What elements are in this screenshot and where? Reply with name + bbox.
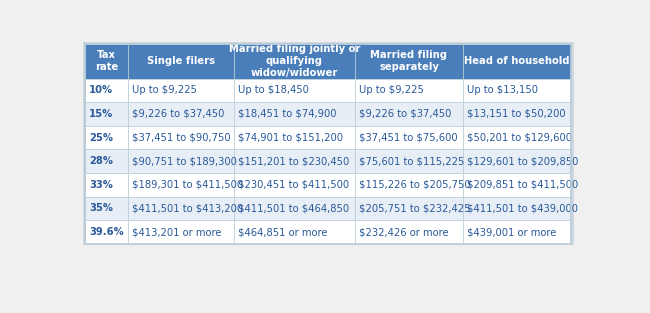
Text: 25%: 25% (89, 133, 113, 143)
Bar (355, 44, 463, 79)
Bar (234, 220, 355, 244)
Text: Up to $13,150: Up to $13,150 (467, 85, 538, 95)
Text: $411,501 to $464,850: $411,501 to $464,850 (238, 203, 349, 213)
Text: $411,501 to $413,200: $411,501 to $413,200 (132, 203, 243, 213)
Bar (234, 197, 355, 220)
Text: $411,501 to $439,000: $411,501 to $439,000 (467, 203, 578, 213)
Bar (128, 102, 234, 126)
Text: $37,451 to $75,600: $37,451 to $75,600 (359, 133, 458, 143)
Bar (85, 149, 128, 173)
Text: Married filing
separately: Married filing separately (370, 50, 447, 72)
Bar (234, 79, 355, 102)
Text: $129,601 to $209,850: $129,601 to $209,850 (467, 156, 578, 166)
Text: $151,201 to $230,450: $151,201 to $230,450 (238, 156, 349, 166)
Text: Head of household: Head of household (465, 56, 570, 66)
Text: 39.6%: 39.6% (89, 227, 124, 237)
Text: Married filing jointly or
qualifying
widow/widower: Married filing jointly or qualifying wid… (229, 44, 360, 78)
Text: $90,751 to $189,300: $90,751 to $189,300 (132, 156, 237, 166)
Bar (85, 197, 128, 220)
Bar (463, 44, 571, 79)
Bar (463, 102, 571, 126)
Text: $439,001 or more: $439,001 or more (467, 227, 556, 237)
Bar (234, 44, 355, 79)
Bar (463, 197, 571, 220)
Text: Up to $9,225: Up to $9,225 (359, 85, 424, 95)
Bar (234, 126, 355, 149)
Bar (463, 173, 571, 197)
Text: $75,601 to $115,225: $75,601 to $115,225 (359, 156, 464, 166)
Text: $9,226 to $37,450: $9,226 to $37,450 (132, 109, 224, 119)
Bar (355, 197, 463, 220)
Bar (128, 44, 234, 79)
Bar (85, 102, 128, 126)
Bar (355, 149, 463, 173)
Text: $232,426 or more: $232,426 or more (359, 227, 448, 237)
Bar (355, 102, 463, 126)
Text: $18,451 to $74,900: $18,451 to $74,900 (238, 109, 337, 119)
Bar (355, 79, 463, 102)
Text: Tax
rate: Tax rate (95, 50, 118, 72)
Bar (85, 44, 128, 79)
Bar (234, 149, 355, 173)
Text: $74,901 to $151,200: $74,901 to $151,200 (238, 133, 343, 143)
Bar (128, 126, 234, 149)
Bar (463, 149, 571, 173)
Bar (234, 102, 355, 126)
Bar (128, 173, 234, 197)
Text: 15%: 15% (89, 109, 114, 119)
Text: 28%: 28% (89, 156, 113, 166)
Bar (128, 79, 234, 102)
Bar (355, 126, 463, 149)
Bar (355, 173, 463, 197)
Text: $230,451 to $411,500: $230,451 to $411,500 (238, 180, 349, 190)
Bar (463, 220, 571, 244)
Bar (83, 42, 574, 245)
Bar (85, 79, 128, 102)
Text: $189,301 to $411,500: $189,301 to $411,500 (132, 180, 243, 190)
Bar (234, 173, 355, 197)
Text: $464,851 or more: $464,851 or more (238, 227, 328, 237)
Bar (85, 173, 128, 197)
Text: Up to $9,225: Up to $9,225 (132, 85, 197, 95)
Text: $50,201 to $129,600: $50,201 to $129,600 (467, 133, 572, 143)
Bar (128, 197, 234, 220)
Bar (85, 44, 571, 244)
Text: 10%: 10% (89, 85, 114, 95)
Bar (463, 126, 571, 149)
Bar (85, 126, 128, 149)
Text: $13,151 to $50,200: $13,151 to $50,200 (467, 109, 566, 119)
Bar (128, 149, 234, 173)
Text: 33%: 33% (89, 180, 113, 190)
Text: 35%: 35% (89, 203, 113, 213)
Text: Single filers: Single filers (147, 56, 215, 66)
Bar (128, 220, 234, 244)
Text: $209,851 to $411,500: $209,851 to $411,500 (467, 180, 578, 190)
Text: $115,226 to $205,750: $115,226 to $205,750 (359, 180, 471, 190)
Text: $205,751 to $232,425: $205,751 to $232,425 (359, 203, 471, 213)
Bar (463, 79, 571, 102)
Bar (355, 220, 463, 244)
Text: $37,451 to $90,750: $37,451 to $90,750 (132, 133, 231, 143)
Text: Up to $18,450: Up to $18,450 (238, 85, 309, 95)
Text: $413,201 or more: $413,201 or more (132, 227, 222, 237)
Text: $9,226 to $37,450: $9,226 to $37,450 (359, 109, 451, 119)
Bar (85, 220, 128, 244)
